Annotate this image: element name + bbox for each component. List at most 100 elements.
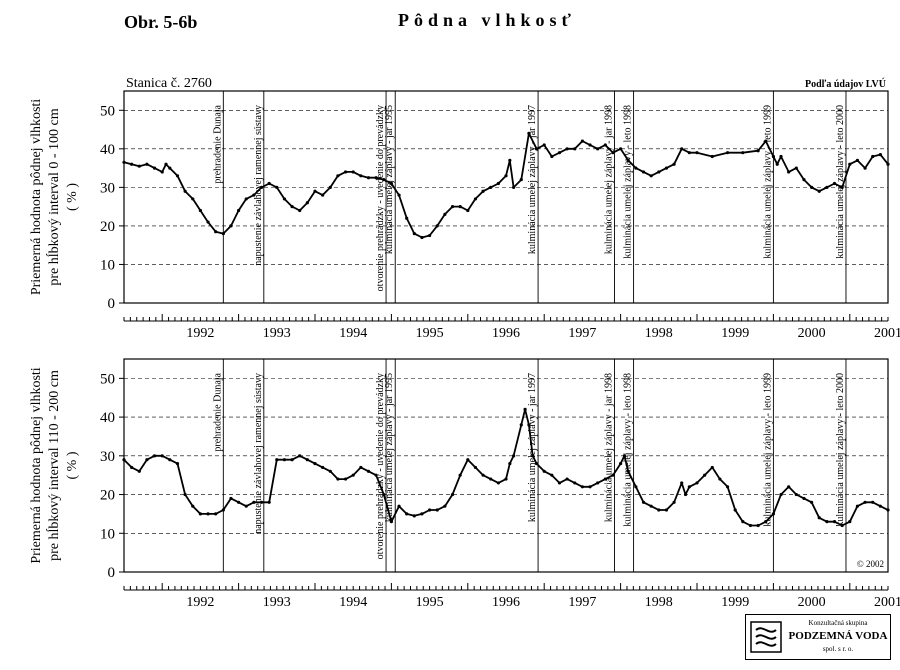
data-point — [710, 465, 714, 470]
data-point — [817, 189, 821, 193]
data-point — [550, 154, 554, 159]
data-point — [802, 178, 806, 182]
data-point — [145, 162, 149, 166]
data-point — [450, 205, 455, 209]
data-point — [336, 174, 340, 178]
data-point — [649, 174, 653, 178]
data-point — [756, 523, 760, 528]
data-point — [512, 185, 516, 189]
data-point — [305, 458, 309, 462]
data-point — [366, 469, 371, 473]
plot-frame — [123, 358, 889, 573]
data-point — [687, 485, 691, 489]
data-point — [229, 496, 233, 501]
data-point — [489, 185, 493, 189]
data-point — [206, 512, 210, 516]
data-point — [840, 185, 844, 189]
data-point — [748, 523, 753, 528]
data-point — [855, 504, 860, 508]
data-point — [779, 154, 783, 159]
data-point — [741, 520, 745, 524]
data-point — [137, 469, 141, 473]
data-point — [152, 166, 157, 170]
event-label: kulminácia umelej záplavy - leto 1998 — [623, 373, 634, 527]
data-point — [221, 232, 225, 236]
data-point — [351, 170, 355, 174]
chart-panel-2: 0 10 20 30 40 50 1992 1993 1994 1995 1996 1997 1998 1… — [29, 358, 900, 610]
data-point — [580, 485, 585, 489]
data-point — [695, 481, 699, 485]
data-point — [725, 151, 730, 155]
data-point — [603, 477, 607, 481]
data-point — [871, 154, 875, 159]
data-point — [351, 473, 355, 477]
data-point — [832, 181, 837, 186]
data-point — [435, 224, 439, 228]
data-point — [863, 166, 867, 170]
data-point — [496, 481, 500, 485]
data-point — [183, 189, 187, 193]
data-point — [275, 458, 279, 462]
data-point — [481, 473, 485, 477]
data-point — [794, 166, 798, 170]
data-point — [160, 454, 164, 458]
series-line — [123, 408, 889, 527]
data-point — [198, 208, 202, 213]
chart-title: Pôdna vlhkosť — [398, 10, 576, 30]
copyright-note: © 2002 — [857, 559, 884, 569]
data-point — [550, 473, 554, 477]
data-point — [305, 201, 309, 205]
data-point — [130, 162, 134, 166]
data-point — [519, 423, 523, 427]
data-point — [512, 454, 516, 458]
data-point — [565, 477, 569, 481]
data-point — [825, 185, 829, 189]
event-label: kulminácia umelej záplavy - jar 1997 — [527, 105, 538, 254]
x-tick-label: 1994 — [339, 326, 367, 341]
x-tick-label: 2001 — [874, 595, 900, 610]
x-tick-label: 1999 — [721, 326, 749, 341]
data-point — [534, 147, 539, 151]
data-point — [382, 492, 386, 497]
event-label: prehradenie Dunaja — [212, 372, 223, 451]
y-axis-label: ( % ) — [65, 183, 80, 211]
data-point — [764, 139, 768, 143]
station-label: Stanica č. 2760 — [126, 76, 212, 91]
data-point — [359, 465, 363, 470]
event-label: kulminácia umelej záplavy - leto 1999 — [762, 105, 773, 259]
data-point — [657, 508, 661, 512]
y-tick-label: 30 — [100, 449, 115, 465]
data-point — [519, 178, 523, 182]
data-point — [435, 508, 439, 512]
data-point — [886, 162, 890, 166]
y-tick-label: 0 — [108, 565, 116, 581]
event-label: kulminácia umelej záplavy - jar 1998 — [603, 105, 614, 254]
data-point — [191, 197, 195, 201]
x-tick-label: 1994 — [339, 595, 367, 610]
data-point — [680, 481, 684, 485]
data-point — [573, 481, 577, 485]
data-point — [756, 149, 760, 153]
data-point — [428, 233, 432, 238]
data-point — [588, 143, 592, 147]
y-tick-label: 0 — [108, 296, 116, 312]
data-point — [542, 143, 546, 147]
data-point — [191, 504, 195, 508]
data-point — [244, 504, 248, 508]
data-point — [389, 181, 393, 186]
data-point — [259, 500, 264, 504]
data-point — [802, 496, 806, 501]
data-point — [683, 492, 688, 497]
data-point — [557, 481, 562, 485]
y-axis-label: pre hĺbkový interval 0 - 100 cm — [45, 108, 62, 285]
data-point — [489, 477, 493, 481]
logo-line-2: PODZEMNÁ VODA — [788, 630, 888, 642]
data-point — [343, 477, 348, 481]
x-tick-label: 1996 — [492, 595, 520, 610]
y-tick-label: 40 — [100, 142, 115, 158]
y-tick-label: 50 — [100, 103, 115, 119]
y-axis-label: Priemerná hodnota pôdnej vlhkosti — [29, 99, 44, 295]
data-point — [611, 473, 615, 477]
data-point — [626, 158, 630, 162]
data-point — [508, 461, 512, 466]
